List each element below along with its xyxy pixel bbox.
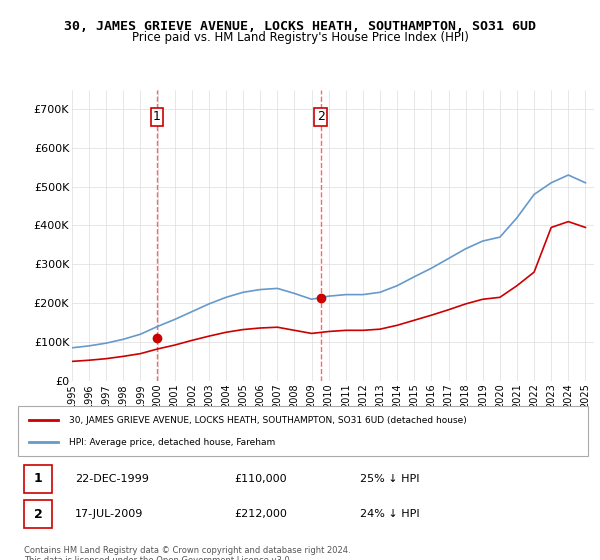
Text: £110,000: £110,000	[235, 474, 287, 484]
Text: Contains HM Land Registry data © Crown copyright and database right 2024.
This d: Contains HM Land Registry data © Crown c…	[24, 546, 350, 560]
FancyBboxPatch shape	[18, 406, 588, 456]
Text: 1: 1	[153, 110, 161, 123]
FancyBboxPatch shape	[24, 465, 52, 493]
Text: 2: 2	[34, 507, 43, 521]
Text: HPI: Average price, detached house, Fareham: HPI: Average price, detached house, Fare…	[70, 438, 275, 447]
Text: 25% ↓ HPI: 25% ↓ HPI	[360, 474, 419, 484]
FancyBboxPatch shape	[24, 500, 52, 528]
Text: 1: 1	[34, 472, 43, 486]
Text: 2: 2	[317, 110, 325, 123]
Text: 30, JAMES GRIEVE AVENUE, LOCKS HEATH, SOUTHAMPTON, SO31 6UD (detached house): 30, JAMES GRIEVE AVENUE, LOCKS HEATH, SO…	[70, 416, 467, 424]
Text: Price paid vs. HM Land Registry's House Price Index (HPI): Price paid vs. HM Land Registry's House …	[131, 31, 469, 44]
Text: £212,000: £212,000	[235, 509, 287, 519]
Text: 30, JAMES GRIEVE AVENUE, LOCKS HEATH, SOUTHAMPTON, SO31 6UD: 30, JAMES GRIEVE AVENUE, LOCKS HEATH, SO…	[64, 20, 536, 32]
Text: 24% ↓ HPI: 24% ↓ HPI	[360, 509, 419, 519]
Text: 17-JUL-2009: 17-JUL-2009	[75, 509, 143, 519]
Text: 22-DEC-1999: 22-DEC-1999	[75, 474, 149, 484]
